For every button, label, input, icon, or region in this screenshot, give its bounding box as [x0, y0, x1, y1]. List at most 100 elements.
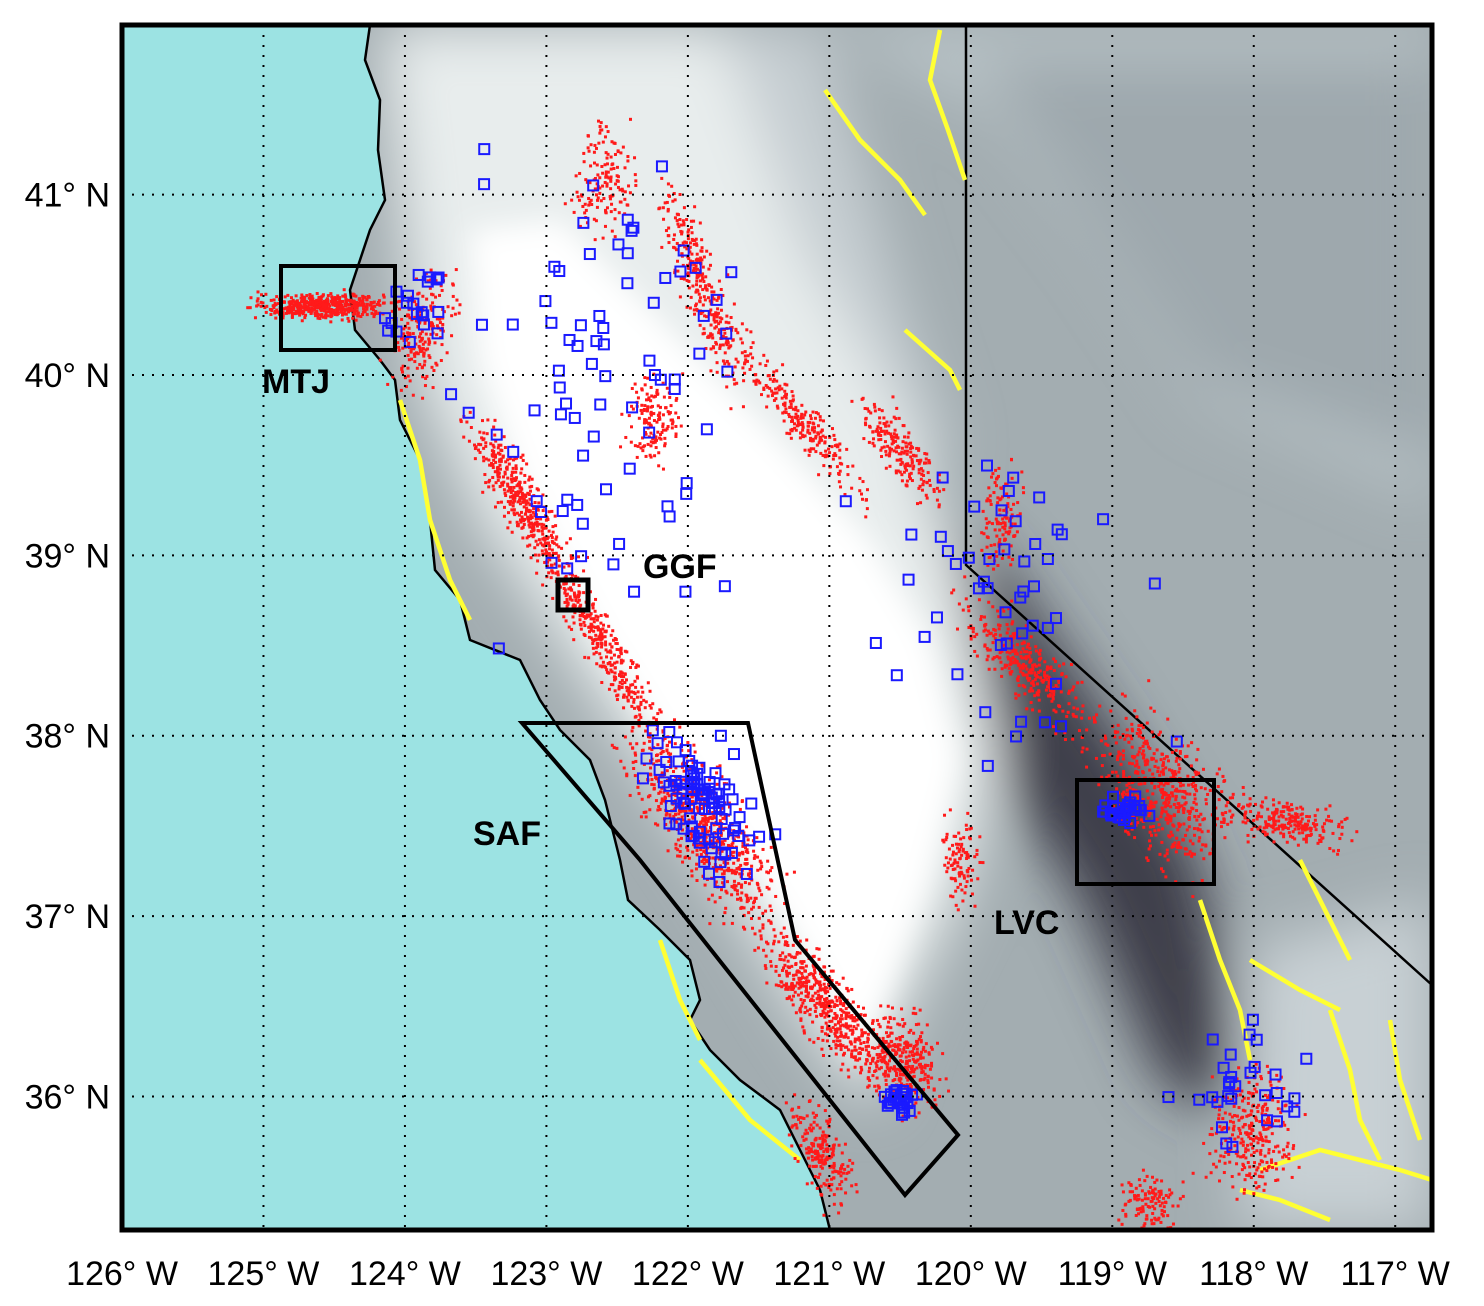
quake — [427, 342, 431, 346]
quake — [783, 963, 787, 967]
quake — [1065, 714, 1069, 718]
quake — [382, 301, 386, 305]
quake — [544, 548, 548, 552]
quake — [1159, 770, 1163, 774]
quake — [855, 1037, 859, 1041]
quake — [711, 856, 715, 860]
quake — [1072, 706, 1076, 710]
quake — [541, 532, 545, 536]
quake — [807, 453, 811, 457]
quake — [883, 1074, 887, 1078]
quake — [1031, 663, 1035, 667]
quake — [665, 743, 669, 747]
quake — [1163, 854, 1167, 858]
quake — [1148, 803, 1152, 807]
quake — [1113, 730, 1117, 734]
quake — [864, 515, 868, 519]
quake — [830, 1177, 834, 1181]
quake — [993, 528, 997, 532]
quake — [589, 612, 593, 616]
quake — [911, 1069, 915, 1073]
quake — [476, 448, 480, 452]
quake — [493, 433, 497, 437]
quake — [811, 999, 815, 1003]
quake — [1000, 667, 1004, 671]
quake — [620, 682, 624, 686]
quake — [688, 790, 692, 794]
quake — [996, 501, 1000, 505]
quake — [492, 488, 496, 492]
quake — [1152, 757, 1156, 761]
quake — [603, 613, 607, 617]
quake — [321, 302, 325, 306]
quake — [539, 541, 543, 545]
quake — [658, 708, 662, 712]
quake — [1162, 801, 1166, 805]
quake — [406, 313, 410, 317]
quake — [814, 411, 818, 415]
quake — [843, 492, 847, 496]
quake — [421, 375, 425, 379]
quake — [1012, 502, 1016, 506]
quake — [867, 1050, 871, 1054]
quake — [756, 868, 760, 872]
quake — [802, 1116, 806, 1120]
quake — [887, 454, 891, 458]
quake — [909, 455, 913, 459]
quake — [1170, 769, 1174, 773]
quake — [709, 323, 713, 327]
quake — [932, 488, 936, 492]
quake — [813, 1157, 817, 1161]
quake — [1299, 820, 1303, 824]
quake — [803, 1011, 807, 1015]
quake — [1164, 798, 1168, 802]
quake — [815, 947, 819, 951]
quake — [985, 658, 989, 662]
quake — [1031, 665, 1035, 669]
quake — [1177, 841, 1181, 845]
quake — [830, 1019, 834, 1023]
quake — [1018, 512, 1022, 516]
quake — [827, 1185, 831, 1189]
quake — [889, 420, 893, 424]
quake — [679, 836, 683, 840]
quake — [417, 291, 421, 295]
quake — [1008, 651, 1012, 655]
quake — [1100, 775, 1104, 779]
quake — [1175, 787, 1179, 791]
quake — [898, 1035, 902, 1039]
quake — [333, 300, 337, 304]
quake — [796, 409, 800, 413]
quake — [930, 1061, 934, 1065]
quake — [839, 1048, 843, 1052]
quake — [639, 715, 643, 719]
quake — [1191, 895, 1195, 899]
quake — [517, 513, 521, 517]
quake — [975, 632, 979, 636]
quake — [753, 948, 757, 952]
quake — [766, 942, 770, 946]
quake — [874, 1069, 878, 1073]
quake — [398, 307, 402, 311]
quake — [654, 822, 658, 826]
quake — [660, 750, 664, 754]
quake — [1076, 681, 1080, 685]
quake — [828, 986, 832, 990]
quake — [753, 373, 757, 377]
quake — [1303, 822, 1307, 826]
quake — [815, 1123, 819, 1127]
quake — [695, 274, 699, 278]
quake — [1194, 773, 1198, 777]
quake — [717, 322, 721, 326]
quake — [666, 182, 670, 186]
quake — [853, 1055, 857, 1059]
quake — [822, 1182, 826, 1186]
quake — [648, 759, 652, 763]
quake — [338, 296, 342, 300]
quake — [806, 995, 810, 999]
quake — [290, 300, 294, 304]
quake — [1146, 759, 1150, 763]
quake — [877, 1022, 881, 1026]
quake — [1318, 834, 1322, 838]
